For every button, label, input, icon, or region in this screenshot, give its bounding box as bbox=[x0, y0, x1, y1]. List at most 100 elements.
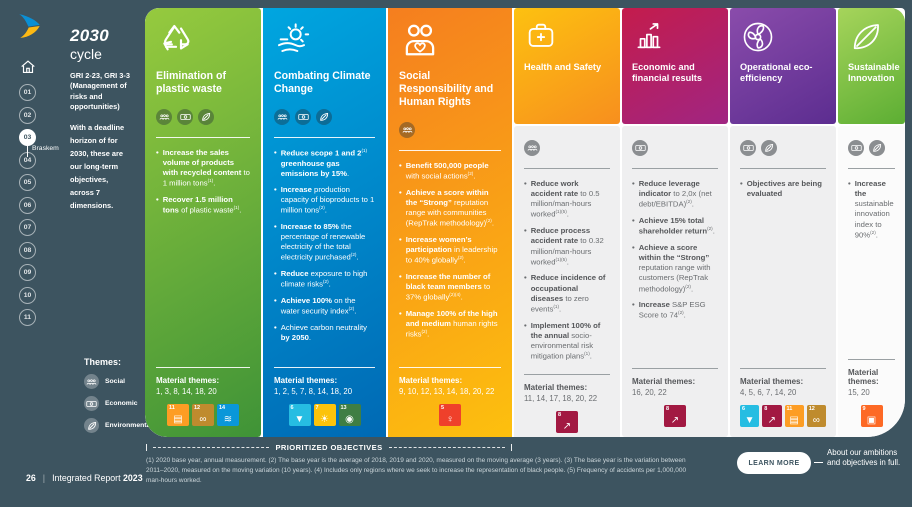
nav-item-08[interactable]: 08 bbox=[19, 241, 79, 265]
home-icon[interactable] bbox=[19, 58, 37, 76]
column-header: Operational eco-efficiency bbox=[730, 8, 836, 124]
theme-tags bbox=[274, 108, 375, 125]
column-body: • Objectives are being evaluated Material … bbox=[730, 126, 836, 437]
sdg-11-badge: 11 ▤ bbox=[167, 404, 189, 426]
objective-text: Increase to 85% the percentage of renewa… bbox=[280, 221, 366, 262]
cycle-subtitle: cycle bbox=[70, 46, 102, 62]
nav-item-11[interactable]: 11 bbox=[19, 309, 79, 332]
nav-item-05[interactable]: 05 bbox=[19, 174, 79, 197]
nav-circle-06[interactable]: 06 bbox=[19, 196, 36, 214]
objective-bullet: • Increase the sales volume of products w… bbox=[156, 148, 250, 189]
objective-text: Increase the number of black team member… bbox=[405, 271, 491, 302]
nav-item-04[interactable]: 04 bbox=[19, 151, 79, 175]
nav-circle-05[interactable]: 05 bbox=[19, 174, 36, 191]
sdg-9-badge: 9 ▣ bbox=[860, 405, 883, 427]
nav-circle-03[interactable]: 03 bbox=[19, 129, 36, 146]
material-themes-numbers: 1, 2, 5, 7, 8, 14, 18, 20 bbox=[274, 387, 353, 396]
sdg-badges: 8 ↗ bbox=[632, 405, 718, 427]
material-themes: Material themes: 9, 10, 12, 13, 14, 18, 2… bbox=[399, 355, 501, 426]
sdg-badges: 11 ▤ 12 ∞ 14 ≋ bbox=[156, 404, 250, 426]
nav-circle-01[interactable]: 01 bbox=[19, 84, 36, 101]
dimension-title: Sustainable Innovation bbox=[848, 62, 900, 84]
objective-text: Achieve 100% on the water security index… bbox=[280, 295, 357, 316]
sdg-12-badge: 12 ∞ bbox=[806, 405, 826, 427]
objective-bullet: • Achieve a score within the “Strong” rep… bbox=[632, 243, 718, 294]
objective-text: Recover 1.5 million tons of plastic wast… bbox=[162, 195, 242, 215]
objectives-list: • Objectives are being evaluated bbox=[740, 179, 826, 199]
learn-more-button[interactable]: LEARN MORE bbox=[737, 452, 811, 474]
objective-bullet: • Objectives are being evaluated bbox=[740, 179, 826, 199]
page-footer: 26 | Integrated Report 2023 bbox=[26, 473, 143, 483]
bullet-marker: • bbox=[399, 308, 402, 318]
column-card: Elimination of plastic waste • Increase th… bbox=[145, 8, 261, 437]
bullet-marker: • bbox=[274, 147, 277, 157]
prioritized-objectives-bracket: PRIORITIZED OBJECTIVES bbox=[146, 443, 512, 452]
bullet-marker: • bbox=[156, 195, 159, 205]
nav-item-06[interactable]: 06 bbox=[19, 196, 79, 220]
theme-tags bbox=[740, 140, 826, 156]
nav-circle-04[interactable]: 04 bbox=[19, 151, 36, 169]
banknote-icon bbox=[632, 140, 648, 156]
nav-item-03[interactable]: 03 Braskem bbox=[19, 129, 79, 157]
objective-text: Reduce exposure to high climate risks(2)… bbox=[280, 269, 368, 289]
material-themes-numbers: 11, 14, 17, 18, 20, 22 bbox=[524, 393, 598, 403]
bullet-marker: • bbox=[848, 179, 851, 188]
nav-circle-10[interactable]: 10 bbox=[19, 286, 36, 304]
divider bbox=[399, 149, 501, 151]
braskem-logo-icon[interactable] bbox=[16, 12, 44, 40]
themes-legend-items: Social Economic Environmental bbox=[84, 374, 152, 433]
material-themes-numbers: 15, 20 bbox=[848, 388, 870, 397]
people-icon bbox=[84, 374, 99, 389]
objective-bullet: • Recover 1.5 million tons of plastic was… bbox=[156, 195, 250, 216]
health-safety-icon bbox=[524, 19, 610, 53]
divider bbox=[274, 136, 375, 138]
bracket-tick-left bbox=[146, 444, 147, 451]
nav-circle-11[interactable]: 11 bbox=[19, 309, 36, 326]
nav-item-10[interactable]: 10 bbox=[19, 286, 79, 310]
column-header: Economic and financial results bbox=[622, 8, 728, 124]
dimension-title: Social Responsibility and Human Rights bbox=[399, 70, 494, 108]
dimensions-panel: Elimination of plastic waste • Increase th… bbox=[145, 8, 905, 437]
legend-label: Economic bbox=[105, 400, 138, 407]
nav-circle-08[interactable]: 08 bbox=[19, 241, 36, 259]
divider bbox=[524, 168, 610, 169]
divider bbox=[524, 373, 610, 375]
objective-text: Increase the sales volume of products wi… bbox=[162, 147, 250, 188]
legend-label: Social bbox=[105, 378, 126, 385]
bullet-marker: • bbox=[524, 226, 527, 236]
material-themes: Material themes: 16, 20, 22 8 ↗ bbox=[632, 356, 718, 427]
column-header: Health and Safety bbox=[514, 8, 620, 124]
leaf-icon bbox=[316, 108, 332, 125]
theme-tags bbox=[632, 140, 718, 156]
divider bbox=[632, 368, 718, 369]
nav-item-09[interactable]: 09 bbox=[19, 264, 79, 287]
divider bbox=[399, 367, 501, 368]
learn-more-caption: About our ambitions and objectives in fu… bbox=[827, 448, 901, 468]
nav-item-02[interactable]: 02 bbox=[19, 106, 79, 130]
bullet-marker: • bbox=[524, 179, 527, 188]
bullet-marker: • bbox=[399, 234, 402, 244]
sdg-7-badge: 7 ☀ bbox=[313, 404, 336, 426]
nav-circle-07[interactable]: 07 bbox=[19, 219, 36, 236]
nav-circle-02[interactable]: 02 bbox=[19, 106, 36, 124]
dimension-column-health-safety: Health and Safety • Reduce work accident r… bbox=[514, 8, 620, 437]
nav-item-01[interactable]: 01 bbox=[19, 84, 79, 107]
sdg-8-badge: 8 ↗ bbox=[556, 410, 578, 433]
bullet-marker: • bbox=[274, 269, 277, 279]
sdg-8-badge: 8 ↗ bbox=[664, 405, 686, 427]
dimension-column-economic-results: Economic and financial results • Reduce le… bbox=[622, 8, 728, 437]
objective-bullet: • Increase the sustainable innovation ind… bbox=[848, 179, 895, 241]
objective-bullet: • Reduce scope 1 and 2(1) greenhouse gas … bbox=[274, 148, 375, 179]
objective-bullet: • Reduce exposure to high climate risks(2… bbox=[274, 269, 375, 290]
divider bbox=[156, 136, 250, 138]
leaf-icon bbox=[84, 418, 99, 433]
nav-circle-09[interactable]: 09 bbox=[19, 264, 36, 281]
objective-text: Achieve a score within the “Strong” repu… bbox=[638, 242, 711, 294]
objective-text: Reduce scope 1 and 2(1) greenhouse gas e… bbox=[280, 147, 368, 178]
material-themes-label: Material themes: bbox=[156, 376, 220, 385]
sdg-11-badge: 11 ▤ bbox=[784, 405, 804, 427]
theme-tags bbox=[524, 140, 610, 156]
nav-item-07[interactable]: 07 bbox=[19, 219, 79, 242]
material-themes-numbers: 1, 3, 8, 14, 18, 20 bbox=[156, 387, 217, 396]
themes-legend-title: Themes: bbox=[84, 357, 122, 367]
